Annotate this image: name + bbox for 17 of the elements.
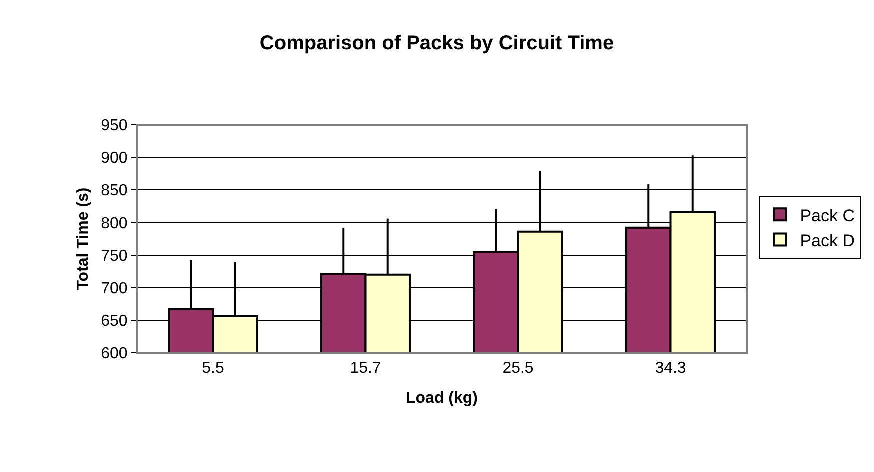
y-tick-label: 750 (101, 248, 128, 265)
chart-title: Comparison of Packs by Circuit Time (260, 32, 614, 54)
x-tick-label: 5.5 (202, 360, 224, 378)
legend-label: Pack C (800, 206, 855, 226)
x-tick-label: 15.7 (350, 360, 382, 378)
y-tick-label: 850 (101, 182, 128, 200)
y-tick-label: 800 (101, 215, 128, 232)
y-tick-label: 950 (101, 118, 128, 135)
x-tick-label: 25.5 (502, 360, 534, 378)
y-tick-label: 700 (101, 280, 128, 298)
legend-label: Pack D (800, 231, 855, 250)
x-tick-label: 34.3 (655, 360, 686, 378)
y-tick-label: 600 (101, 346, 128, 363)
x-axis-title: Load (kg) (406, 390, 478, 407)
y-tick-label: 900 (101, 150, 128, 168)
y-tick-label: 650 (101, 313, 128, 330)
y-axis-title: Total Time (s) (74, 188, 92, 290)
